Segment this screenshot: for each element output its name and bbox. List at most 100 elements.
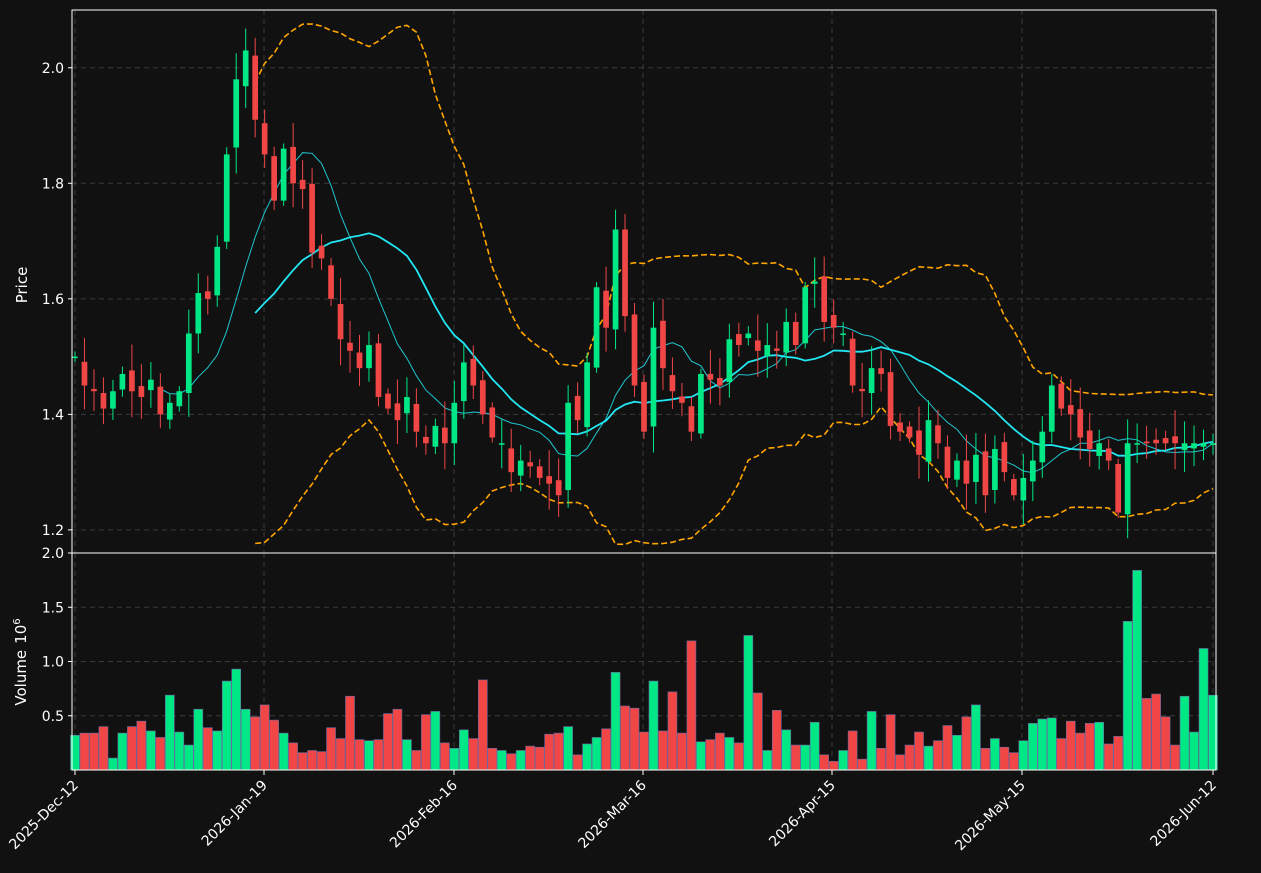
candle-body bbox=[821, 276, 828, 322]
volume-bar bbox=[402, 739, 412, 771]
candle-body bbox=[432, 425, 439, 447]
volume-bar bbox=[487, 747, 498, 771]
candlestick-series bbox=[72, 28, 1216, 539]
volume-bar bbox=[620, 705, 630, 771]
candle-body bbox=[906, 426, 913, 438]
volume-bar bbox=[904, 744, 915, 771]
volume-bar bbox=[202, 727, 213, 771]
volume-bar bbox=[961, 716, 972, 771]
candle-body bbox=[811, 281, 818, 284]
candle-body bbox=[982, 451, 989, 496]
volume-bar bbox=[146, 730, 156, 771]
candle-body bbox=[1011, 479, 1017, 496]
candle-body bbox=[565, 402, 571, 491]
volume-ytick-label: 1.0 bbox=[42, 655, 64, 671]
candle-body bbox=[451, 402, 458, 444]
candle-body bbox=[925, 420, 932, 462]
volume-bar bbox=[933, 740, 943, 771]
volume-bar bbox=[1037, 718, 1048, 771]
volume-bar bbox=[288, 742, 298, 771]
volume-bar bbox=[724, 737, 735, 771]
candle-body bbox=[641, 382, 647, 432]
candle-body bbox=[214, 246, 221, 296]
candle-body bbox=[290, 146, 296, 184]
volume-bar-series bbox=[70, 570, 1218, 771]
candle-body bbox=[878, 368, 884, 374]
volume-bar bbox=[999, 746, 1010, 771]
volume-bar bbox=[421, 714, 431, 771]
volume-bar bbox=[373, 739, 384, 771]
candle-body bbox=[897, 422, 903, 432]
price-y-axis: 1.2 1.4 1.6 1.8 2.0 bbox=[42, 61, 72, 539]
volume-bar bbox=[1113, 736, 1123, 771]
volume-bar bbox=[591, 737, 602, 771]
volume-bar bbox=[278, 732, 289, 771]
candle-body bbox=[717, 377, 723, 386]
price-axis-label: Price bbox=[13, 267, 31, 304]
volume-bar bbox=[1065, 720, 1076, 771]
candle-body bbox=[944, 446, 951, 478]
candle-body bbox=[337, 304, 344, 340]
candle-body bbox=[299, 179, 306, 190]
candle-body bbox=[394, 403, 401, 421]
candle-body bbox=[1067, 405, 1074, 415]
candle-body bbox=[176, 391, 183, 407]
volume-bar bbox=[648, 680, 659, 771]
candle-body bbox=[1200, 443, 1207, 447]
candle-body bbox=[148, 379, 154, 391]
candle-body bbox=[1001, 442, 1008, 473]
candle-body bbox=[498, 443, 505, 445]
candle-body bbox=[252, 55, 259, 120]
volume-bar bbox=[364, 740, 374, 771]
volume-bar bbox=[1132, 570, 1142, 771]
candle-body bbox=[81, 361, 88, 386]
volume-bar bbox=[212, 730, 223, 771]
candle-body bbox=[745, 333, 752, 339]
candle-body bbox=[1048, 385, 1055, 432]
candle-body bbox=[868, 368, 875, 393]
volume-axis-label: Volume 106 bbox=[12, 618, 30, 705]
volume-bar bbox=[1009, 752, 1019, 771]
volume-bar bbox=[952, 734, 962, 771]
candle-body bbox=[754, 340, 761, 351]
candle-body bbox=[347, 342, 353, 351]
candle-body bbox=[792, 321, 799, 346]
candle-body bbox=[603, 290, 609, 328]
volume-bar bbox=[79, 732, 90, 771]
candle-body bbox=[555, 480, 562, 496]
price-ytick-label: 1.2 bbox=[42, 523, 64, 539]
volume-bar bbox=[800, 744, 811, 771]
candle-body bbox=[72, 356, 78, 359]
bollinger-upper-line bbox=[254, 23, 1214, 396]
price-ytick-label: 1.6 bbox=[42, 292, 64, 308]
volume-bar bbox=[117, 732, 128, 771]
volume-bar bbox=[553, 732, 564, 771]
candle-body bbox=[309, 183, 315, 253]
volume-bar bbox=[193, 708, 204, 771]
candle-body bbox=[849, 338, 856, 386]
volume-bar bbox=[990, 738, 1000, 771]
candle-body bbox=[916, 430, 922, 455]
volume-bar bbox=[1189, 731, 1199, 771]
candle-body bbox=[963, 460, 970, 484]
candle-body bbox=[385, 393, 391, 409]
candle-body bbox=[1162, 438, 1169, 444]
candle-body bbox=[470, 358, 477, 386]
volume-bar bbox=[534, 746, 545, 771]
candle-body bbox=[935, 425, 941, 444]
volume-bar bbox=[250, 716, 260, 771]
bollinger-lower-line bbox=[255, 405, 1214, 546]
candle-body bbox=[91, 388, 97, 392]
candle-body bbox=[679, 396, 685, 403]
candle-body bbox=[242, 50, 249, 87]
volume-bar bbox=[89, 732, 99, 771]
volume-bar bbox=[345, 695, 355, 771]
volume-ytick-label: 0.5 bbox=[42, 709, 64, 725]
candle-body bbox=[764, 345, 771, 357]
candle-body bbox=[166, 402, 173, 420]
candle-body bbox=[233, 79, 240, 148]
volume-bar bbox=[828, 761, 839, 771]
volume-bar bbox=[1179, 695, 1190, 771]
candle-body bbox=[1134, 443, 1140, 445]
candle-body bbox=[157, 386, 164, 415]
